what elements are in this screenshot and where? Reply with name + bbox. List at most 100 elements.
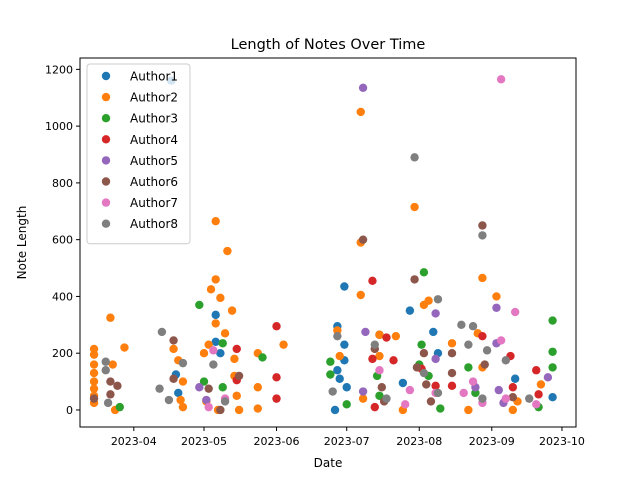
point-author4-7: [370, 402, 379, 412]
point-author6-1: [106, 377, 115, 386]
point-author1-20: [548, 393, 557, 402]
point-author2-58: [536, 380, 546, 389]
point-author2-1: [89, 350, 99, 359]
point-author7-13: [510, 307, 520, 317]
legend-label-author2: Author2: [130, 91, 178, 105]
point-author1-17: [429, 327, 438, 337]
point-author3-20: [548, 347, 557, 356]
y-tick-label: 1000: [45, 120, 73, 133]
point-author4-3: [272, 373, 281, 382]
legend-label-author3: Author3: [130, 112, 178, 126]
point-author2-17: [199, 349, 209, 358]
point-author8-1: [101, 366, 110, 375]
point-author5-12: [543, 373, 553, 382]
legend-marker-author6: [101, 177, 111, 186]
point-author8-12: [382, 394, 391, 403]
legend-label-author1: Author1: [130, 70, 178, 84]
point-author2-24: [216, 293, 225, 303]
point-author6-14: [412, 363, 422, 372]
point-author7-0: [209, 346, 218, 355]
point-author1-15: [398, 378, 408, 388]
point-author2-19: [204, 340, 213, 349]
legend-label-author8: Author8: [130, 217, 178, 231]
point-author7-8: [468, 377, 478, 386]
point-author2-34: [253, 383, 263, 392]
point-author1-13: [342, 383, 351, 392]
point-author8-16: [433, 388, 443, 398]
point-author1-10: [340, 340, 349, 349]
point-author8-9: [328, 387, 337, 396]
point-author2-16: [178, 377, 188, 386]
point-author2-22: [211, 275, 220, 284]
point-author5-6: [431, 354, 440, 364]
point-author2-45: [391, 331, 401, 341]
point-author2-8: [106, 313, 115, 322]
legend-label-author7: Author7: [130, 196, 178, 210]
point-author8-21: [482, 346, 492, 355]
point-author8-11: [370, 340, 379, 349]
point-author7-4: [401, 400, 410, 409]
point-author3-4: [218, 339, 227, 348]
point-author2-50: [447, 339, 457, 348]
point-author3-0: [115, 402, 124, 412]
point-author6-9: [358, 235, 368, 244]
legend-marker-author7: [101, 198, 111, 207]
legend-marker-author5: [101, 156, 111, 165]
point-author1-19: [510, 374, 520, 383]
point-author3-15: [436, 404, 445, 413]
point-author2-31: [234, 405, 244, 415]
legend-label-author6: Author6: [130, 175, 178, 189]
point-author6-18: [447, 349, 457, 358]
point-author6-13: [410, 275, 419, 284]
point-author8-3: [157, 327, 167, 337]
point-author8-24: [525, 394, 534, 403]
point-author6-6: [204, 384, 213, 393]
point-author4-15: [508, 383, 518, 392]
point-author3-5: [258, 353, 267, 362]
point-author7-5: [405, 385, 415, 395]
point-author1-5: [216, 349, 225, 358]
point-author4-4: [272, 394, 281, 403]
point-author4-2: [272, 322, 281, 331]
point-author3-10: [375, 391, 384, 400]
x-axis: 2023-04 2023-05 2023-06 2023-07 2023-08 2023-…: [111, 427, 585, 448]
point-author1-8: [335, 374, 344, 383]
point-author6-22: [508, 393, 518, 402]
point-author8-22: [478, 394, 487, 403]
y-axis: 0 200 400 600 800 1000 1200: [45, 63, 80, 417]
point-author2-4: [89, 377, 99, 386]
point-author2-44: [375, 351, 384, 361]
point-author5-10: [494, 385, 503, 395]
point-author7-3: [375, 366, 384, 375]
point-author3-21: [548, 363, 557, 372]
point-author7-12: [501, 394, 511, 403]
point-author2-35: [253, 404, 263, 413]
point-author2-43: [375, 330, 384, 339]
chart-title: Length of Notes Over Time: [231, 37, 426, 53]
point-author8-5: [164, 395, 174, 405]
point-author5-2: [358, 83, 368, 93]
point-author2-25: [223, 246, 232, 256]
point-author3-11: [419, 268, 429, 277]
point-author6-16: [422, 380, 431, 389]
legend-marker-author1: [101, 71, 111, 81]
point-author2-27: [227, 306, 237, 315]
point-author4-9: [389, 356, 398, 365]
point-author8-4: [155, 384, 164, 393]
point-author2-41: [356, 290, 365, 300]
point-author3-2: [199, 377, 209, 386]
point-author6-20: [478, 221, 487, 230]
points-layer: [89, 75, 557, 415]
point-author3-16: [464, 363, 473, 372]
legend-label-author4: Author4: [130, 133, 178, 147]
point-author6-2: [113, 381, 122, 391]
x-tick-label: 2023-09: [469, 435, 515, 448]
x-tick-label: 2023-05: [181, 435, 227, 448]
point-author4-0: [232, 344, 241, 354]
point-author1-7: [333, 366, 342, 375]
point-author3-12: [417, 340, 426, 349]
point-author6-4: [169, 336, 178, 345]
point-author6-17: [426, 397, 436, 406]
point-author4-5: [368, 276, 377, 286]
y-tick-label: 0: [66, 404, 73, 417]
